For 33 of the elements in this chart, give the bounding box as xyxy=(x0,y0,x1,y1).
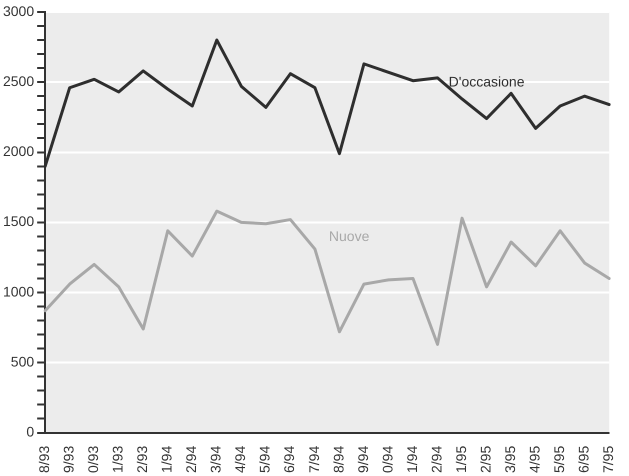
x-tick-label: 1/95 xyxy=(452,446,469,473)
x-tick-label: 9/93 xyxy=(60,446,77,473)
x-tick-label: 3/94 xyxy=(208,446,224,473)
x-tick-label: 0/93 xyxy=(85,446,102,473)
x-tick-label: 4/95 xyxy=(526,446,542,473)
y-tick-label: 0 xyxy=(26,424,34,440)
y-tick-label: 500 xyxy=(10,353,34,370)
x-tick-label: 6/94 xyxy=(281,446,298,473)
x-tick-label: 8/94 xyxy=(330,446,346,473)
x-tick-label: 7/94 xyxy=(306,446,322,473)
y-tick-label: 3000 xyxy=(2,2,34,19)
x-tick-label: 8/93 xyxy=(36,446,52,473)
x-tick-label: 9/94 xyxy=(354,446,371,473)
y-tick-label: 2000 xyxy=(2,143,34,160)
series-label: D'occasione xyxy=(448,74,525,90)
x-tick-label: 2/93 xyxy=(134,446,150,473)
x-tick-label: 2/95 xyxy=(477,446,494,473)
x-tick-label: 2/94 xyxy=(183,446,200,473)
series-label: Nuove xyxy=(328,228,370,244)
x-tick-label: 4/94 xyxy=(232,446,248,473)
x-tick-label: 5/95 xyxy=(551,446,568,473)
x-tick-label: 1/94 xyxy=(158,446,175,473)
x-tick-label: 7/95 xyxy=(600,446,616,473)
y-tick-label: 2500 xyxy=(2,72,34,89)
x-tick-label: 5/94 xyxy=(256,446,273,473)
y-tick-label: 1000 xyxy=(2,283,34,300)
x-tick-label: 1/93 xyxy=(110,446,126,473)
y-tick-label: 1500 xyxy=(2,213,34,230)
x-tick-label: 0/94 xyxy=(379,446,396,473)
x-tick-label: 2/94 xyxy=(428,446,444,473)
x-tick-label: 3/95 xyxy=(502,446,518,473)
x-tick-label: 6/95 xyxy=(576,446,592,473)
x-tick-label: 1/94 xyxy=(404,446,420,473)
